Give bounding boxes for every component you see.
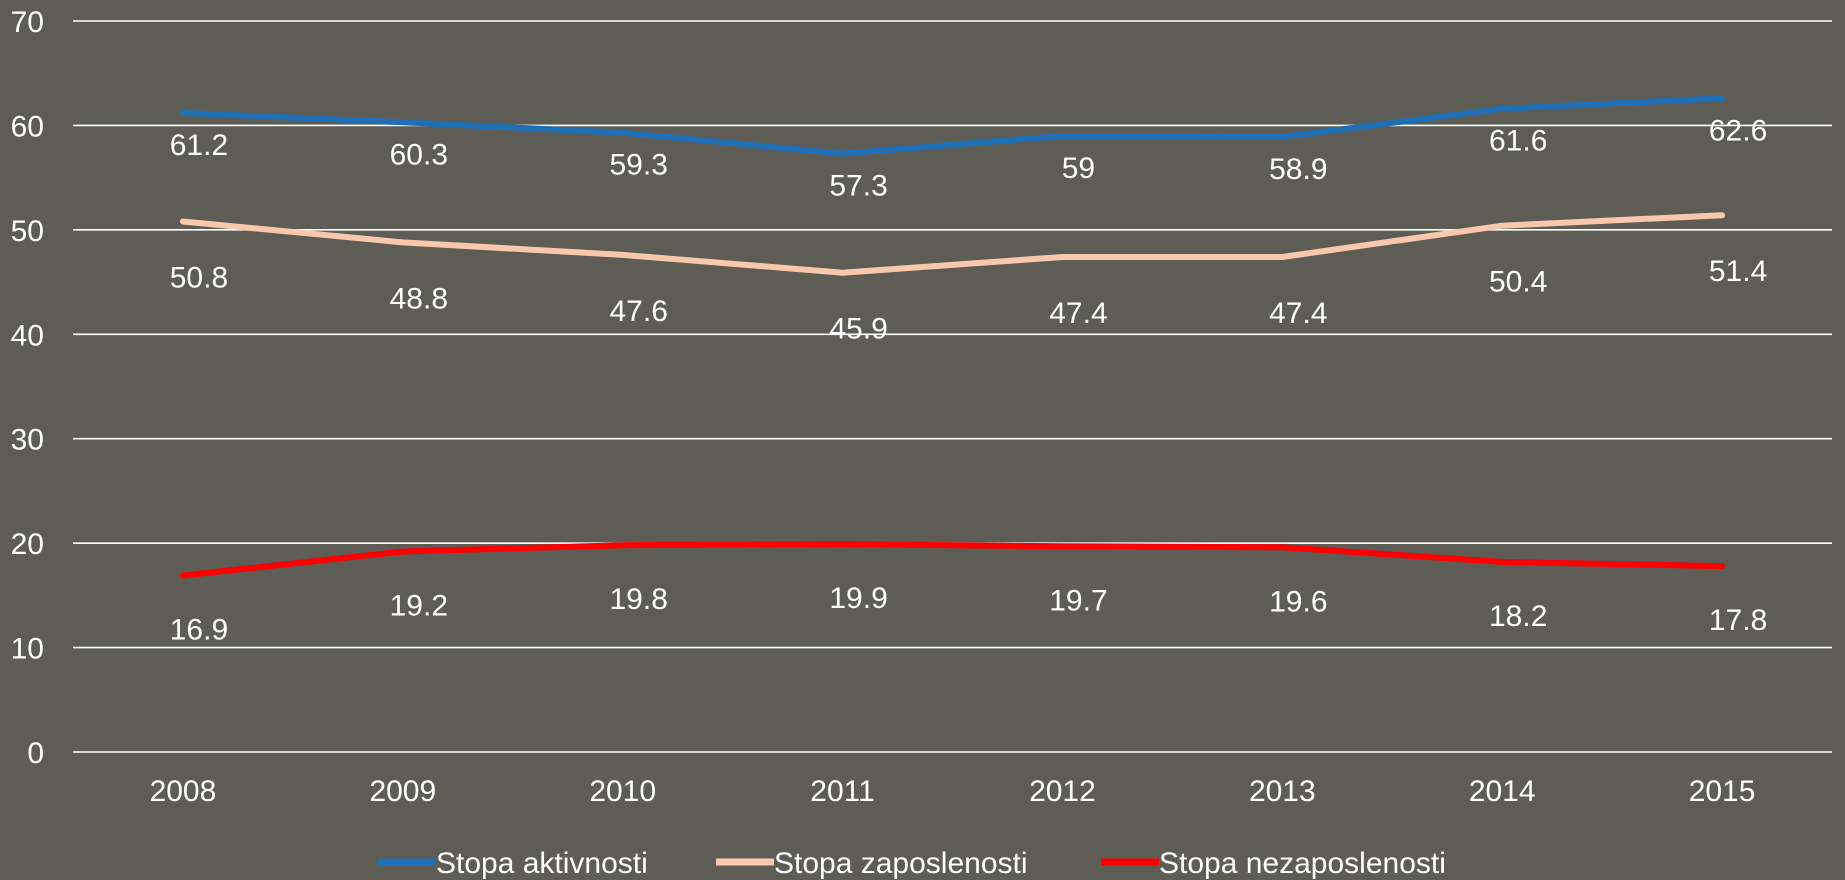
y-tick-label: 40 [11, 319, 44, 352]
data-labels: 61.2 60.3 59.3 57.3 59 58.9 61.6 62.6 50.8 48.8 47… [170, 114, 1768, 646]
data-label: 59 [1062, 152, 1095, 185]
y-tick-label: 10 [11, 633, 44, 666]
series-line [179, 541, 1726, 579]
data-label: 57.3 [829, 170, 887, 203]
data-label: 17.8 [1709, 604, 1767, 637]
data-label: 51.4 [1709, 255, 1767, 288]
legend-label: Stopa zaposlenosti [774, 847, 1028, 880]
x-tick-label: 2015 [1689, 775, 1756, 808]
y-tick-label: 70 [11, 6, 44, 39]
data-label: 61.6 [1489, 125, 1547, 158]
legend-label: Stopa aktivnosti [436, 847, 648, 880]
data-label: 19.2 [390, 589, 448, 622]
data-label: 47.4 [1049, 297, 1107, 330]
data-label: 59.3 [609, 149, 667, 182]
data-label: 19.6 [1269, 585, 1327, 618]
x-tick-label: 2008 [150, 775, 217, 808]
series-line [179, 95, 1726, 157]
data-label: 47.4 [1269, 297, 1327, 330]
y-tick-label: 30 [11, 424, 44, 457]
data-label: 48.8 [390, 282, 448, 315]
y-tick-label: 60 [11, 110, 44, 143]
x-tick-label: 2013 [1249, 775, 1316, 808]
x-tick-label: 2010 [589, 775, 656, 808]
series-lines [179, 95, 1726, 579]
data-label: 19.9 [829, 582, 887, 615]
data-label: 16.9 [170, 614, 228, 647]
data-label: 50.8 [170, 262, 228, 295]
y-axis-ticks: 0 10 20 30 40 50 60 70 [11, 6, 44, 770]
data-label: 47.6 [609, 295, 667, 328]
data-label: 61.2 [170, 129, 228, 162]
x-tick-label: 2012 [1029, 775, 1096, 808]
data-label: 19.7 [1049, 584, 1107, 617]
data-label: 45.9 [829, 313, 887, 346]
series-line [179, 212, 1726, 276]
y-tick-label: 0 [27, 737, 44, 770]
gridlines [73, 20, 1832, 753]
legend: Stopa aktivnosti Stopa zaposlenosti Stopa … [378, 847, 1446, 880]
data-label: 19.8 [609, 583, 667, 616]
data-label: 50.4 [1489, 266, 1547, 299]
data-label: 18.2 [1489, 600, 1547, 633]
x-tick-label: 2009 [369, 775, 436, 808]
x-axis-ticks: 2008 2009 2010 2011 2012 2013 2014 2015 [150, 775, 1756, 808]
data-label: 60.3 [390, 138, 448, 171]
data-label: 62.6 [1709, 114, 1767, 147]
y-tick-label: 50 [11, 215, 44, 248]
data-label: 58.9 [1269, 153, 1327, 186]
y-tick-label: 20 [11, 528, 44, 561]
legend-label: Stopa nezaposlenosti [1159, 847, 1446, 880]
x-tick-label: 2014 [1469, 775, 1536, 808]
x-tick-label: 2011 [810, 775, 875, 808]
